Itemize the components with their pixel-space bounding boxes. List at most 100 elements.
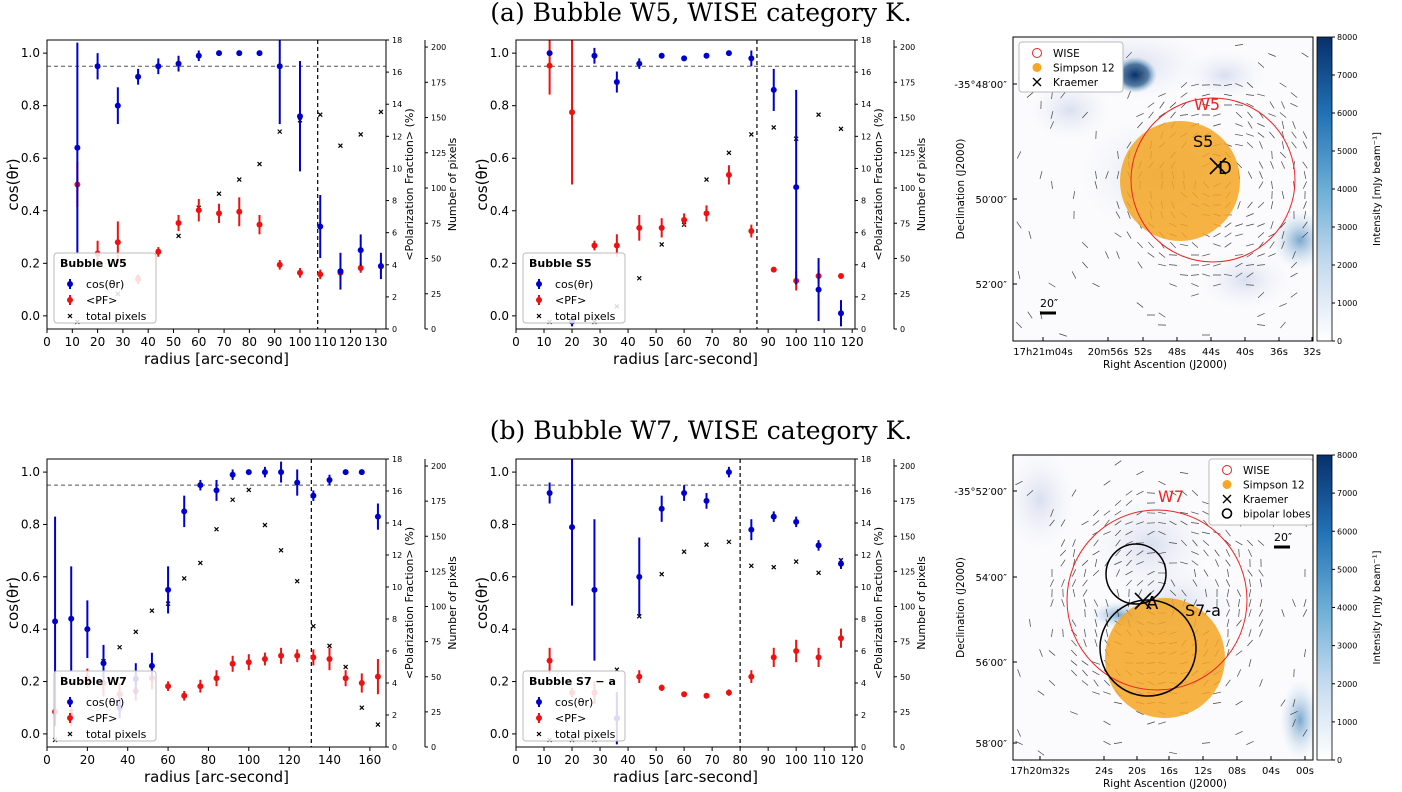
polarization-vector [1224,242,1232,248]
pixels-point [636,275,642,281]
polarization-vector [1213,243,1221,247]
polarization-vector [1246,243,1254,247]
pixels-point [246,487,252,493]
y2-tick-label: 4 [861,679,866,688]
y3-tick-label: 0 [431,325,436,334]
y-tick-label: -35°52′00″ [954,487,1007,498]
cos-point [74,144,81,151]
pf-point [278,652,285,659]
y3-tick-label: 50 [900,673,910,682]
polarization-vector [1271,180,1273,190]
colorbar-tick-label: 6000 [1337,527,1357,536]
pixels-point [838,126,844,132]
polarization-vector [1301,232,1309,238]
pixels-point [236,177,242,182]
polarization-vector [1292,719,1296,727]
cos-point [815,542,822,549]
chart-w5: 0 10 20 30 40 50 60 70 80 90 100 110 120 1300.00.20.4… [4,36,459,368]
polarization-vector [1280,321,1286,329]
polarization-vector [1126,51,1132,59]
polarization-vector [1050,599,1054,607]
x-tick-label: 70 [704,335,719,349]
polarization-vector [1059,549,1067,557]
y2-axis-label: <Polarization Fraction> (%) [872,108,885,260]
x-tick-label: 20 [90,335,105,349]
polarization-vector [1181,589,1187,597]
polarization-vector [1103,691,1111,695]
x-tick-label: 48s [1168,347,1186,358]
polarization-vector [1279,112,1287,118]
polarization-vector [1159,101,1165,109]
polarization-vector [1224,539,1232,547]
pixels-point [726,150,732,156]
cos-point [703,497,710,504]
polarization-vector [1071,639,1077,647]
map-legend: WISE Simpson 12 Kraemer [1018,41,1124,93]
polarization-vector [1125,500,1133,506]
polarization-vector [1281,101,1285,109]
legend-marker [67,313,73,319]
x-tick-label: 40 [120,753,135,767]
x-tick-label: 30 [592,753,607,767]
polarization-vector [1125,521,1133,525]
polarization-vector [1114,510,1122,516]
y2-tick-label: 10 [392,583,402,592]
legend-box [53,252,157,324]
y3-tick-label: 100 [431,184,446,193]
x-tick-label: 90 [267,335,282,349]
legend-label: cos(θr) [555,696,593,709]
pf-point [326,656,333,662]
map-image: W5 S5 D 20″ WISE Simpson 12 Kraemer [1013,37,1313,341]
pixels-point [726,539,732,545]
polarization-vector [1268,53,1276,57]
polarization-vector [1191,531,1199,535]
kraemer-label: D [1218,158,1232,179]
legend-label: total pixels [86,728,147,741]
y3-tick-label: 25 [900,290,910,299]
x-tick-label: 100 [785,335,808,349]
polarization-vector [1158,312,1166,318]
polarization-vector [1248,659,1252,667]
polarization-vector [1235,700,1243,706]
polarization-vector [1029,618,1031,628]
x-tick-label: 10 [65,335,80,349]
polarization-vector [1114,561,1122,565]
x-tick-label: 52s [1134,347,1152,358]
pixels-point [277,129,283,135]
pf-point [681,691,688,698]
y2-tick-label: 8 [861,197,866,206]
polarization-vector [1136,521,1144,525]
polarization-vector [1147,721,1155,725]
y-axis-label: Declination (J2000) [955,557,967,658]
legend-marker [536,715,542,721]
polarization-vector [1246,133,1254,137]
legend-title: Bubble W7 [60,675,127,688]
cos-point [245,469,252,476]
polarization-vector [1225,579,1231,587]
cos-point [175,60,182,67]
y-tick-label: 1.0 [21,46,40,60]
polarization-vector [1193,569,1197,577]
polarization-vector [1235,123,1243,127]
polarization-vector [1269,131,1275,139]
polarization-vector [1257,312,1265,318]
polarization-vector [1258,619,1264,627]
polarization-vector [1212,702,1222,704]
polarization-vector [1281,121,1285,129]
polarization-vector [1062,628,1064,638]
y-tick-label: 0.6 [21,570,40,584]
emission-cloud [1113,57,1157,93]
y3-tick-label: 0 [900,325,905,334]
cos-point [591,52,598,59]
polarization-vector [1084,628,1086,638]
cos-point [703,52,710,59]
x-tick-label: 17h20m32s [1010,766,1069,777]
polarization-vector [1148,241,1154,249]
pf-point [256,221,263,228]
pf-point [276,261,283,268]
polarization-vector [1028,231,1032,239]
polarization-vector [1304,648,1306,658]
legend-marker [1222,465,1232,475]
colorbar-label: Intensity [mJy beam⁻¹] [1372,132,1383,246]
polarization-vector [1259,141,1263,149]
